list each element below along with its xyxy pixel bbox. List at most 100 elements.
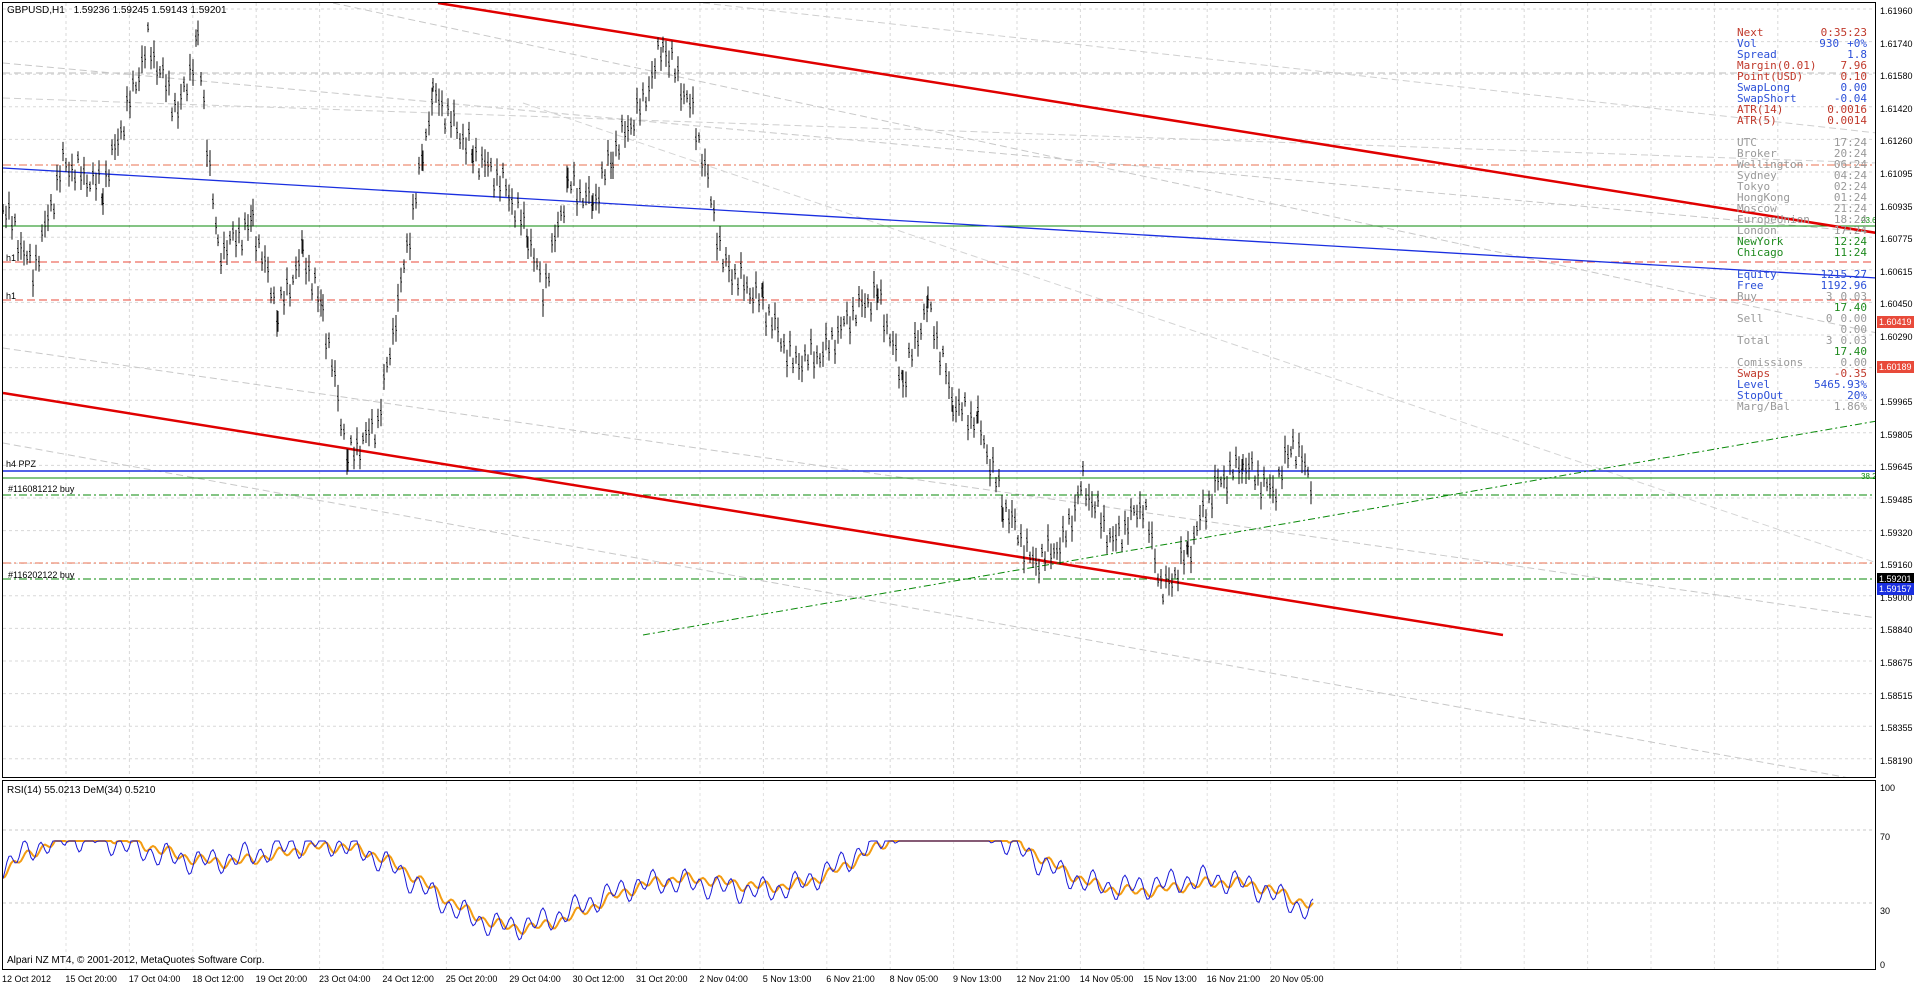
info-row: Chicago 11:24 [1737, 247, 1867, 258]
info-key: UTC [1737, 136, 1757, 149]
info-row: HongKong 01:24 [1737, 192, 1867, 203]
info-row: ATR(14) 0.0016 [1737, 104, 1867, 115]
channel-red-lower [3, 391, 1504, 637]
info-key: Moscow [1737, 202, 1777, 215]
time-tick-label: 29 Oct 04:00 [509, 974, 561, 984]
trendline-gray [332, 3, 1875, 334]
fib-label-23: 23.6 [1861, 216, 1876, 225]
price-tick-label: 1.58355 [1880, 723, 1913, 734]
time-tick-label: 17 Oct 04:00 [128, 974, 181, 984]
time-axis: 12 Oct 2012 15 Oct 20:00 17 Oct 04:00 18 Oc… [0, 972, 1876, 988]
info-key: Chicago [1737, 246, 1784, 259]
time-tick-label: 6 Nov 21:00 [826, 974, 875, 984]
price-tick-label: 1.60935 [1880, 201, 1913, 212]
time-tick-label: 20 Nov 05:00 [1270, 974, 1324, 984]
fib-label-38: 38.2 [1861, 472, 1876, 481]
info-value: 0.03 [1840, 334, 1868, 347]
info-row: Margin(0.01) 7.96 [1737, 60, 1867, 71]
price-tick-label: 1.58840 [1880, 625, 1913, 636]
info-mid: 3 [1825, 334, 1833, 347]
trendline-blue [3, 167, 1875, 279]
info-mid [1764, 27, 1821, 38]
info-value: 06:24 [1833, 158, 1867, 171]
info-value: 17.40 [1833, 301, 1867, 314]
info-value: -0.04 [1833, 92, 1867, 105]
info-mid [1783, 104, 1827, 115]
info-mid [1777, 225, 1834, 236]
price-tick-label: 1.61420 [1880, 103, 1913, 114]
info-mid [1790, 401, 1834, 412]
hline-label-h4-ppz: h4 PPZ [6, 459, 37, 469]
hline-label-h1-a: h1 [6, 253, 17, 263]
info-value: 17:24 [1833, 136, 1867, 149]
info-row: Vol 930 +0% [1737, 38, 1867, 49]
price-chart-pane[interactable]: GBPUSD,H1 1.59236 1.59245 1.59143 1.5920… [2, 2, 1876, 778]
info-row: SwapShort -0.04 [1737, 93, 1867, 104]
indicator-canvas[interactable] [3, 781, 1876, 970]
info-value: 02:24 [1833, 180, 1867, 193]
price-tag-blue: 1.59157 [1877, 583, 1914, 595]
info-row: 17.40 [1737, 346, 1867, 357]
info-value: 5465.93% [1814, 378, 1867, 391]
info-key: Point(USD) [1737, 70, 1804, 83]
info-value: 0.03 [1840, 290, 1868, 303]
info-row: Comissions 0.00 [1737, 357, 1867, 368]
time-tick-label: 2 Nov 04:00 [699, 974, 748, 984]
info-value: 1.8 [1847, 48, 1867, 61]
info-row: Level 5465.93% [1737, 379, 1867, 390]
info-row: Sell 0 0.00 [1737, 313, 1867, 324]
info-key: Tokyo [1737, 180, 1771, 193]
indicator-pane[interactable]: RSI(14) 55.0213 DeM(34) 0.5210 Alpari NZ… [2, 780, 1876, 970]
time-tick-label: 8 Nov 05:00 [889, 974, 939, 984]
price-tick-label: 1.58190 [1880, 755, 1913, 766]
info-row: ATR(5) 0.0014 [1737, 115, 1867, 126]
time-tick-label: 16 Nov 21:00 [1206, 974, 1261, 984]
price-tick-label: 1.61095 [1880, 169, 1913, 179]
info-key: Comissions [1737, 356, 1804, 369]
info-key: Sydney [1737, 169, 1777, 182]
price-tick-label: 1.61960 [1880, 6, 1913, 16]
sub-tick-70: 70 [1880, 832, 1891, 842]
info-row: Point(USD) 0.10 [1737, 71, 1867, 82]
info-row: EuropeUnion 18:24 [1737, 214, 1867, 225]
time-tick-label: 31 Oct 20:00 [636, 974, 688, 984]
info-row: London 17:24 [1737, 225, 1867, 236]
rsi-line [3, 840, 1314, 941]
price-tag-red-1: 1.60419 [1877, 316, 1914, 328]
time-tick-label: 18 Oct 12:00 [192, 974, 244, 984]
price-chart-canvas[interactable] [3, 3, 1876, 778]
info-key: ATR(5) [1737, 114, 1777, 127]
copyright-text: Alpari NZ MT4, © 2001-2012, MetaQuotes S… [7, 955, 265, 966]
price-tick-label: 1.59965 [1880, 397, 1913, 408]
time-tick-label: 14 Nov 05:00 [1079, 974, 1134, 984]
price-tick-label: 1.58675 [1880, 658, 1913, 668]
dem-line [3, 840, 1314, 936]
time-tick-label: 12 Nov 21:00 [1016, 974, 1070, 984]
info-value: 11:24 [1833, 246, 1867, 259]
info-key: EuropeUnion [1737, 213, 1810, 226]
info-key: Total [1737, 334, 1771, 347]
info-value: 0:35:23 [1820, 26, 1867, 39]
info-value: 1.86% [1833, 400, 1867, 413]
trendline-gray [3, 62, 1875, 234]
info-value: 20% [1847, 389, 1867, 402]
info-key: SwapLong [1737, 81, 1790, 94]
info-value: 21:24 [1833, 202, 1867, 215]
sub-tick-0: 0 [1880, 960, 1886, 970]
info-value: 12:24 [1833, 235, 1867, 248]
info-row: 17.40 [1737, 302, 1867, 313]
price-tick-label: 1.59160 [1880, 560, 1913, 571]
info-value: 0.00 [1840, 312, 1868, 325]
info-key: London [1737, 224, 1777, 237]
price-tag-red-2: 1.60189 [1877, 361, 1914, 373]
info-mid [1790, 192, 1834, 203]
channel-red-upper [437, 3, 1875, 234]
info-row: Total 3 0.03 [1737, 335, 1867, 346]
price-tick-label: 1.59485 [1880, 495, 1913, 505]
time-tick-label: 23 Oct 04:00 [319, 974, 371, 984]
info-row: Free 1192.96 [1737, 280, 1867, 291]
info-mid [1803, 71, 1840, 82]
info-value: 04:24 [1833, 169, 1867, 182]
info-key: Marg/Bal [1737, 400, 1790, 413]
time-tick-label: 15 Nov 13:00 [1143, 974, 1197, 984]
